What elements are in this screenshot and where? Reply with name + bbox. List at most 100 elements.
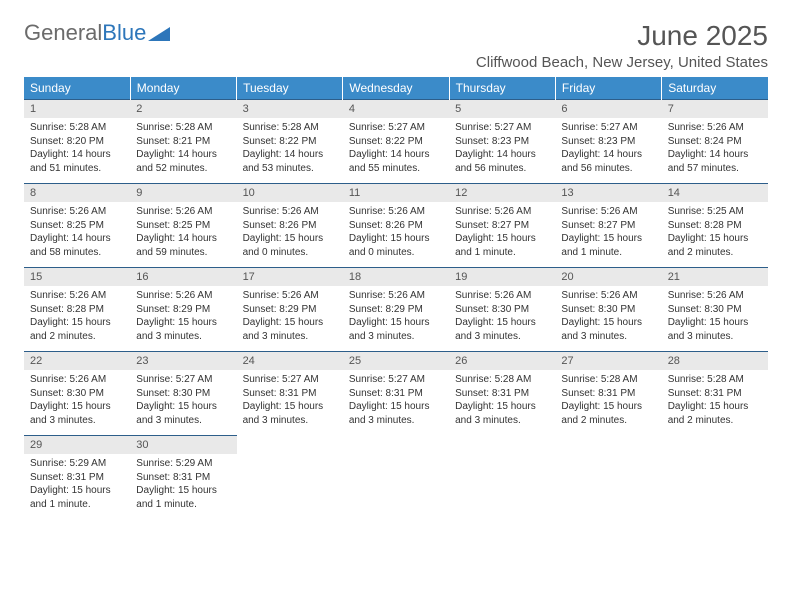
daylight-line: Daylight: 14 hours and 55 minutes. [349, 148, 443, 175]
day-body-cell: Sunrise: 5:26 AMSunset: 8:30 PMDaylight:… [449, 286, 555, 352]
sunrise-line: Sunrise: 5:29 AM [136, 457, 230, 471]
day-body-cell: Sunrise: 5:26 AMSunset: 8:25 PMDaylight:… [130, 202, 236, 268]
header: GeneralBlue June 2025 Cliffwood Beach, N… [24, 20, 768, 71]
day-number-cell [555, 436, 661, 455]
daylight-line: Daylight: 14 hours and 57 minutes. [668, 148, 762, 175]
day-number-cell: 8 [24, 184, 130, 203]
day-body-cell: Sunrise: 5:26 AMSunset: 8:30 PMDaylight:… [24, 370, 130, 436]
daylight-line: Daylight: 15 hours and 3 minutes. [349, 400, 443, 427]
sunset-line: Sunset: 8:27 PM [455, 219, 549, 233]
sunrise-line: Sunrise: 5:26 AM [136, 289, 230, 303]
sunset-line: Sunset: 8:23 PM [561, 135, 655, 149]
daylight-line: Daylight: 15 hours and 3 minutes. [136, 400, 230, 427]
sunset-line: Sunset: 8:25 PM [136, 219, 230, 233]
daylight-line: Daylight: 15 hours and 3 minutes. [561, 316, 655, 343]
day-number-cell: 1 [24, 100, 130, 119]
sunset-line: Sunset: 8:24 PM [668, 135, 762, 149]
day-body-cell: Sunrise: 5:26 AMSunset: 8:25 PMDaylight:… [24, 202, 130, 268]
sunset-line: Sunset: 8:31 PM [136, 471, 230, 485]
sunrise-line: Sunrise: 5:26 AM [349, 289, 443, 303]
sunset-line: Sunset: 8:22 PM [243, 135, 337, 149]
daylight-line: Daylight: 15 hours and 2 minutes. [561, 400, 655, 427]
calendar-page: GeneralBlue June 2025 Cliffwood Beach, N… [0, 0, 792, 539]
sunrise-line: Sunrise: 5:26 AM [30, 289, 124, 303]
day-number-cell: 28 [662, 352, 768, 371]
sunrise-line: Sunrise: 5:26 AM [455, 205, 549, 219]
daylight-line: Daylight: 15 hours and 2 minutes. [668, 400, 762, 427]
day-body-cell: Sunrise: 5:27 AMSunset: 8:22 PMDaylight:… [343, 118, 449, 184]
sunrise-line: Sunrise: 5:27 AM [349, 373, 443, 387]
sunrise-line: Sunrise: 5:29 AM [30, 457, 124, 471]
day-number-cell: 26 [449, 352, 555, 371]
sunrise-line: Sunrise: 5:25 AM [668, 205, 762, 219]
day-number-row: 2930 [24, 436, 768, 455]
daylight-line: Daylight: 15 hours and 1 minute. [136, 484, 230, 511]
daylight-line: Daylight: 14 hours and 51 minutes. [30, 148, 124, 175]
calendar-body: 1234567Sunrise: 5:28 AMSunset: 8:20 PMDa… [24, 100, 768, 520]
day-body-row: Sunrise: 5:26 AMSunset: 8:28 PMDaylight:… [24, 286, 768, 352]
daylight-line: Daylight: 14 hours and 56 minutes. [455, 148, 549, 175]
day-body-cell: Sunrise: 5:26 AMSunset: 8:26 PMDaylight:… [237, 202, 343, 268]
sunset-line: Sunset: 8:29 PM [136, 303, 230, 317]
sunrise-line: Sunrise: 5:28 AM [136, 121, 230, 135]
daylight-line: Daylight: 15 hours and 3 minutes. [349, 316, 443, 343]
weekday-header: Thursday [449, 77, 555, 100]
daylight-line: Daylight: 15 hours and 1 minute. [561, 232, 655, 259]
sunrise-line: Sunrise: 5:28 AM [30, 121, 124, 135]
day-number-cell: 25 [343, 352, 449, 371]
sunset-line: Sunset: 8:23 PM [455, 135, 549, 149]
day-body-cell: Sunrise: 5:27 AMSunset: 8:31 PMDaylight:… [343, 370, 449, 436]
day-number-cell: 11 [343, 184, 449, 203]
sunrise-line: Sunrise: 5:26 AM [243, 205, 337, 219]
sunrise-line: Sunrise: 5:26 AM [455, 289, 549, 303]
day-number-cell: 15 [24, 268, 130, 287]
day-body-cell: Sunrise: 5:28 AMSunset: 8:31 PMDaylight:… [555, 370, 661, 436]
logo-text-2: Blue [102, 20, 146, 46]
sunrise-line: Sunrise: 5:26 AM [668, 289, 762, 303]
weekday-header: Tuesday [237, 77, 343, 100]
sunset-line: Sunset: 8:28 PM [668, 219, 762, 233]
sunset-line: Sunset: 8:29 PM [349, 303, 443, 317]
day-number-cell: 14 [662, 184, 768, 203]
daylight-line: Daylight: 15 hours and 2 minutes. [668, 232, 762, 259]
day-number-cell: 30 [130, 436, 236, 455]
daylight-line: Daylight: 15 hours and 3 minutes. [136, 316, 230, 343]
weekday-row: SundayMondayTuesdayWednesdayThursdayFrid… [24, 77, 768, 100]
sunset-line: Sunset: 8:26 PM [243, 219, 337, 233]
sunrise-line: Sunrise: 5:28 AM [243, 121, 337, 135]
sunset-line: Sunset: 8:29 PM [243, 303, 337, 317]
daylight-line: Daylight: 14 hours and 59 minutes. [136, 232, 230, 259]
sunset-line: Sunset: 8:31 PM [243, 387, 337, 401]
sunrise-line: Sunrise: 5:26 AM [136, 205, 230, 219]
sunset-line: Sunset: 8:31 PM [668, 387, 762, 401]
day-number-cell: 29 [24, 436, 130, 455]
sunset-line: Sunset: 8:30 PM [455, 303, 549, 317]
sunrise-line: Sunrise: 5:26 AM [30, 373, 124, 387]
day-body-cell: Sunrise: 5:27 AMSunset: 8:23 PMDaylight:… [555, 118, 661, 184]
day-number-cell: 18 [343, 268, 449, 287]
weekday-header: Wednesday [343, 77, 449, 100]
day-body-row: Sunrise: 5:26 AMSunset: 8:25 PMDaylight:… [24, 202, 768, 268]
sunset-line: Sunset: 8:20 PM [30, 135, 124, 149]
day-number-cell: 23 [130, 352, 236, 371]
weekday-header: Monday [130, 77, 236, 100]
day-number-cell: 17 [237, 268, 343, 287]
sunset-line: Sunset: 8:31 PM [455, 387, 549, 401]
daylight-line: Daylight: 15 hours and 2 minutes. [30, 316, 124, 343]
day-number-cell [662, 436, 768, 455]
day-body-cell: Sunrise: 5:28 AMSunset: 8:22 PMDaylight:… [237, 118, 343, 184]
day-body-cell: Sunrise: 5:26 AMSunset: 8:29 PMDaylight:… [130, 286, 236, 352]
daylight-line: Daylight: 15 hours and 3 minutes. [243, 316, 337, 343]
day-number-cell: 24 [237, 352, 343, 371]
sunset-line: Sunset: 8:26 PM [349, 219, 443, 233]
weekday-header: Friday [555, 77, 661, 100]
day-body-cell: Sunrise: 5:26 AMSunset: 8:29 PMDaylight:… [343, 286, 449, 352]
day-number-cell: 22 [24, 352, 130, 371]
daylight-line: Daylight: 14 hours and 52 minutes. [136, 148, 230, 175]
day-number-cell: 19 [449, 268, 555, 287]
day-number-cell: 10 [237, 184, 343, 203]
sunset-line: Sunset: 8:28 PM [30, 303, 124, 317]
day-body-cell [343, 454, 449, 519]
day-body-cell: Sunrise: 5:26 AMSunset: 8:30 PMDaylight:… [662, 286, 768, 352]
sunset-line: Sunset: 8:31 PM [349, 387, 443, 401]
